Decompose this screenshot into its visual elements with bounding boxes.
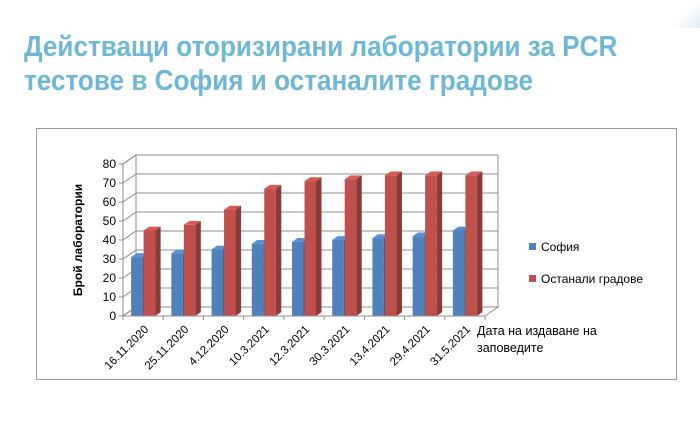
y-tick-label: 80 (103, 157, 117, 171)
bar (332, 240, 344, 316)
bar (384, 175, 397, 316)
bar (412, 236, 425, 316)
bar (224, 209, 236, 316)
bar (183, 224, 196, 316)
legend-label: София (541, 240, 579, 254)
gridline (122, 230, 498, 241)
gridline (122, 173, 498, 184)
bar-side (235, 205, 242, 316)
y-tick-label: 0 (109, 309, 116, 323)
y-tick-label: 20 (103, 271, 117, 285)
gridline (122, 211, 498, 222)
y-axis-ticks: 0 10 20 30 40 50 60 70 80 (103, 157, 124, 323)
x-axis-title-line-2: заповедите (477, 341, 543, 355)
x-tick-label: 12.3.2021 (267, 324, 312, 369)
x-axis-title-line-1: Дата на издаване на (477, 324, 597, 338)
y-tick-label: 40 (103, 233, 117, 247)
bar (425, 175, 437, 316)
y-tick-label: 10 (103, 290, 117, 304)
bar (251, 243, 264, 316)
x-tick-label: 29.4.2021 (388, 324, 433, 369)
slide-title-line-1: Действащи оторизирани лаборатории за PCR (24, 31, 618, 63)
bar-top (183, 220, 201, 225)
bar (264, 188, 276, 316)
y-tick-label: 60 (103, 195, 117, 209)
bar (344, 179, 357, 316)
bar-top (143, 226, 161, 231)
bar-top (384, 171, 402, 176)
bar (372, 238, 384, 316)
bar-side (356, 175, 362, 316)
bar-side (275, 184, 282, 316)
bar-top (344, 175, 362, 180)
chart-bars (131, 171, 483, 316)
bar-side (436, 171, 443, 316)
corner-decoration (672, 0, 700, 28)
chart-frame: 0 10 20 30 40 50 60 70 80 16.11.2020 25.11.2020 4.… (36, 128, 677, 380)
slide-title-line-2: тестове в София и останалите градове (24, 65, 533, 97)
bar-top (465, 171, 483, 176)
x-tick-label: 25.11.2020 (143, 324, 192, 373)
y-tick-label: 50 (103, 214, 117, 228)
bar (465, 175, 477, 316)
slide-title: Действащи оторизирани лаборатории за PCR… (24, 30, 618, 98)
bar-top (304, 177, 322, 182)
bar-side (195, 220, 201, 316)
bar-top (425, 171, 443, 176)
bar-top (264, 184, 282, 189)
bar (452, 230, 465, 316)
gridline (122, 154, 498, 165)
y-tick-label: 70 (103, 176, 117, 190)
bar (304, 181, 316, 316)
bar (171, 253, 183, 316)
legend-swatch (529, 275, 536, 282)
bar (292, 241, 304, 316)
bar-side (396, 171, 402, 316)
legend-label: Останали градове (541, 272, 643, 286)
x-axis-ticks: 16.11.202025.11.20204.12.202010.3.202112… (103, 315, 486, 373)
x-tick-label: 31.5.2021 (428, 324, 473, 369)
x-tick-label: 13.4.2021 (348, 324, 393, 369)
bar-side (155, 226, 161, 316)
x-tick-label: 30.3.2021 (308, 324, 353, 369)
x-tick-label: 10.3.2021 (227, 324, 272, 369)
bar (211, 249, 224, 316)
gridline (122, 192, 498, 203)
legend-swatch (529, 243, 536, 250)
x-tick-label: 4.12.2020 (187, 324, 232, 369)
bar-chart: 0 10 20 30 40 50 60 70 80 16.11.202025.11.20204.… (71, 154, 643, 373)
bar (143, 230, 156, 316)
bar-top (224, 205, 242, 210)
bar (131, 257, 143, 316)
bar-side (476, 171, 483, 316)
chart-legend: София Останали градове (529, 240, 643, 286)
y-axis-title: Брой лаборатории (71, 184, 85, 296)
y-tick-label: 30 (103, 252, 117, 266)
bar-side (316, 177, 322, 316)
